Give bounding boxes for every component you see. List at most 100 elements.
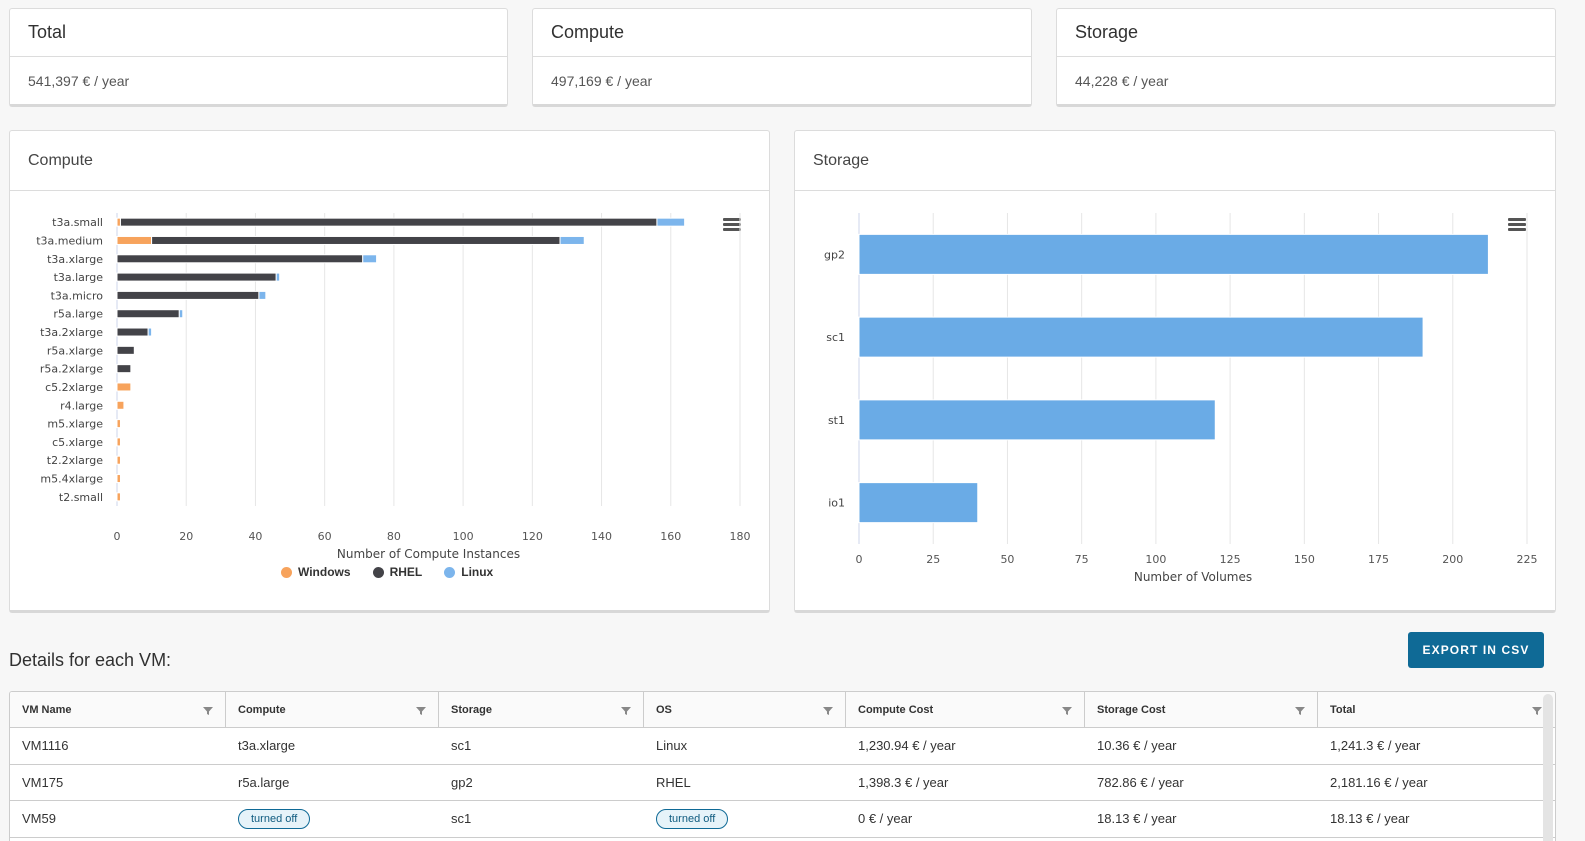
bar-segment[interactable] — [858, 233, 1489, 275]
y-category-label: st1 — [828, 414, 845, 427]
legend-item-windows[interactable]: Windows — [281, 565, 351, 579]
legend-label: Linux — [461, 565, 494, 579]
table-scrollbar[interactable] — [1543, 694, 1553, 841]
filter-icon[interactable] — [823, 706, 833, 716]
bar-segment[interactable] — [116, 382, 132, 392]
bar-segment[interactable] — [116, 455, 121, 465]
column-header-label: Storage Cost — [1097, 703, 1166, 716]
filter-icon[interactable] — [621, 706, 631, 716]
bar-segment[interactable] — [116, 492, 121, 502]
column-header[interactable]: OS — [644, 692, 846, 727]
column-header[interactable]: VM Name — [10, 692, 226, 727]
legend-marker — [444, 566, 456, 578]
bar-segment[interactable] — [275, 272, 281, 282]
x-tick-label: 40 — [248, 530, 262, 543]
status-badge: turned off — [656, 808, 729, 829]
bar-segment[interactable] — [258, 290, 267, 300]
x-tick-label: 180 — [730, 530, 751, 543]
table-cell-storage-cost: 10.36 € / year — [1097, 738, 1177, 754]
y-category-label: t3a.large — [54, 271, 104, 284]
compute-card-title: Compute — [533, 9, 1031, 57]
export-csv-button[interactable]: EXPORT IN CSV — [1408, 632, 1544, 668]
table-cell-total: 2,181.16 € / year — [1330, 774, 1428, 790]
bar-segment[interactable] — [116, 419, 121, 429]
filter-icon[interactable] — [1532, 706, 1542, 716]
y-category-label: t2.2xlarge — [47, 454, 103, 467]
column-header-label: VM Name — [22, 703, 72, 716]
legend-label: Windows — [298, 565, 351, 579]
x-axis-title: Number of Compute Instances — [337, 547, 520, 561]
hamburger-menu-icon[interactable] — [1508, 218, 1526, 232]
bar-segment[interactable] — [362, 254, 378, 264]
table-cell-os: RHEL — [656, 774, 691, 790]
filter-icon[interactable] — [1062, 706, 1072, 716]
column-header[interactable]: Compute Cost — [846, 692, 1085, 727]
bar-segment[interactable] — [119, 217, 658, 227]
x-tick-label: 25 — [926, 553, 940, 566]
table-row[interactable]: VM175 r5a.large gp2 RHEL 1,398.3 € / year 782… — [10, 765, 1555, 801]
y-category-label: r5a.2xlarge — [40, 363, 103, 376]
y-category-label: r4.large — [60, 399, 103, 412]
x-tick-label: 160 — [660, 530, 681, 543]
y-category-label: sc1 — [826, 331, 845, 344]
bar-segment[interactable] — [116, 309, 180, 319]
column-header-label: Total — [1330, 703, 1356, 716]
column-header[interactable]: Storage Cost — [1085, 692, 1318, 727]
y-category-label: t3a.2xlarge — [40, 326, 103, 339]
hamburger-menu-icon[interactable] — [723, 218, 741, 232]
bar-segment[interactable] — [116, 400, 125, 410]
bar-segment[interactable] — [858, 482, 979, 524]
filter-icon[interactable] — [203, 706, 213, 716]
x-tick-label: 200 — [1442, 553, 1463, 566]
bar-segment[interactable] — [559, 235, 585, 245]
x-tick-label: 75 — [1075, 553, 1089, 566]
x-tick-label: 150 — [1294, 553, 1315, 566]
compute-chart-legend: Windows RHEL Linux — [281, 565, 493, 579]
y-category-label: m5.xlarge — [47, 418, 103, 431]
bar-segment[interactable] — [116, 437, 121, 447]
bar-segment[interactable] — [151, 235, 561, 245]
legend-marker — [281, 566, 292, 578]
bar-segment[interactable] — [116, 254, 364, 264]
table-cell-storage: gp2 — [451, 774, 473, 790]
table-cell-os: Linux — [656, 738, 688, 754]
bar-segment[interactable] — [116, 290, 260, 300]
bar-segment[interactable] — [116, 272, 277, 282]
bar-segment[interactable] — [116, 345, 135, 355]
y-category-label: io1 — [828, 497, 845, 510]
column-header[interactable]: Compute — [226, 692, 439, 727]
details-title: Details for each VM: — [9, 650, 172, 670]
bar-segment[interactable] — [116, 235, 153, 245]
x-tick-label: 0 — [856, 553, 863, 566]
table-cell-compute: r5a.large — [238, 774, 290, 790]
table-cell-total: 1,241.3 € / year — [1330, 738, 1421, 754]
compute-chart: 0 20 40 60 80 100 120 140 160 180 t3a.small t3a.med… — [36, 213, 751, 561]
filter-icon[interactable] — [416, 706, 426, 716]
bar-segment[interactable] — [656, 217, 686, 227]
legend-item-rhel[interactable]: RHEL — [372, 565, 422, 579]
y-category-label: t3a.micro — [51, 289, 104, 302]
bar-segment[interactable] — [116, 327, 149, 337]
total-card-value: 541,397 € / year — [28, 73, 130, 89]
table-row[interactable]: VM59 turned off sc1 turned off 0 € / year 18.… — [10, 801, 1555, 838]
bar-segment[interactable] — [116, 217, 121, 227]
filter-icon[interactable] — [1295, 706, 1305, 716]
bar-segment[interactable] — [116, 364, 132, 374]
x-tick-label: 100 — [453, 530, 474, 543]
bar-segment[interactable] — [147, 327, 153, 337]
bar-segment[interactable] — [178, 309, 184, 319]
table-header: VM Name Compute Storage OS Compute Cost Stora… — [10, 692, 1555, 728]
column-header-label: Compute Cost — [858, 703, 934, 716]
x-tick-label: 0 — [114, 530, 121, 543]
bar-segment[interactable] — [858, 316, 1424, 358]
bar-segment[interactable] — [116, 474, 121, 484]
y-category-label: c5.2xlarge — [45, 381, 103, 394]
table-cell-compute-cost: 1,230.94 € / year — [858, 738, 956, 754]
legend-item-linux[interactable]: Linux — [444, 565, 493, 579]
table-row[interactable]: VM1116 t3a.xlarge sc1 Linux 1,230.94 € / yea… — [10, 728, 1555, 765]
column-header[interactable]: Total — [1318, 692, 1554, 727]
bar-segment[interactable] — [858, 399, 1216, 441]
x-tick-label: 175 — [1368, 553, 1389, 566]
column-header[interactable]: Storage — [439, 692, 644, 727]
